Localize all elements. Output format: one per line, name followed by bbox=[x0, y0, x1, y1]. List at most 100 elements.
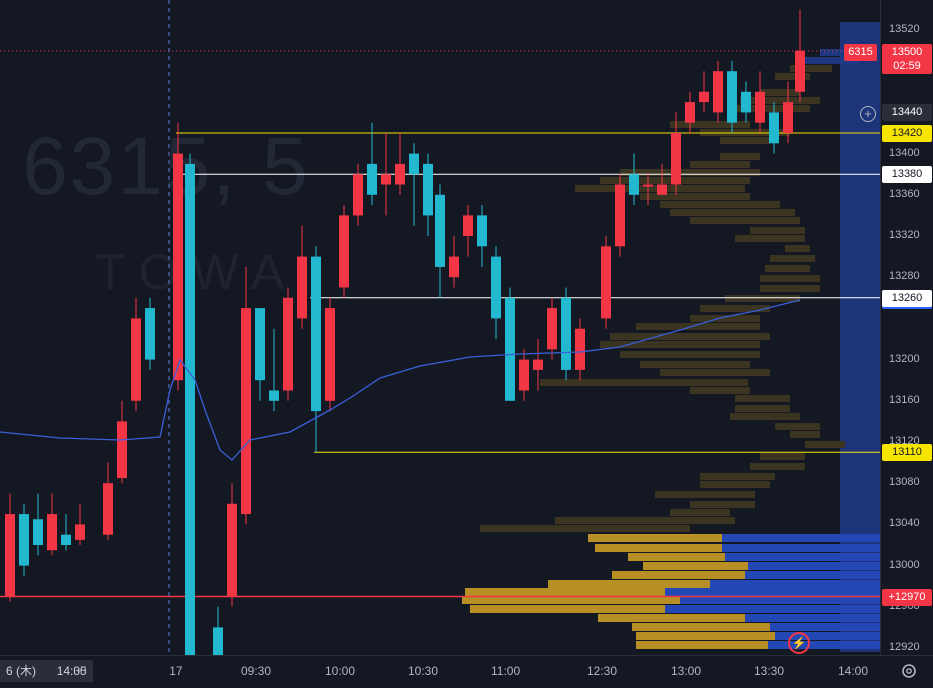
current-price-value: 13500 bbox=[891, 46, 923, 58]
volume-profile-bar bbox=[690, 501, 755, 508]
volume-profile-bar bbox=[620, 351, 760, 358]
candle-body bbox=[477, 215, 487, 247]
candle-body bbox=[533, 359, 543, 370]
candle-body bbox=[505, 297, 515, 401]
candle-body bbox=[755, 91, 765, 123]
volume-profile-sell-bar bbox=[722, 544, 880, 552]
candle-body bbox=[381, 174, 391, 185]
candle-body bbox=[185, 163, 195, 655]
volume-profile-sell-bar bbox=[680, 596, 880, 604]
candle-body bbox=[19, 514, 29, 566]
candle-body bbox=[241, 308, 251, 515]
candle-body bbox=[643, 184, 653, 187]
volume-profile-bar bbox=[760, 275, 820, 282]
volume-profile-buy-bar bbox=[595, 544, 722, 552]
price-tick: 13040 bbox=[889, 517, 920, 530]
chart-canvas[interactable] bbox=[0, 0, 880, 655]
cursor-time: 14:05 bbox=[56, 664, 87, 678]
volume-profile-sell-bar bbox=[665, 588, 880, 596]
volume-profile-buy-bar bbox=[462, 596, 680, 604]
volume-profile-bar bbox=[805, 441, 845, 448]
volume-profile-bar bbox=[555, 517, 735, 524]
price-label: 13380 bbox=[882, 166, 932, 184]
candle-body bbox=[117, 421, 127, 479]
candle-body bbox=[75, 524, 85, 540]
volume-profile-bar bbox=[730, 413, 800, 420]
volume-profile-bar bbox=[775, 423, 820, 430]
volume-profile-bar bbox=[790, 431, 820, 438]
price-label: 13440 bbox=[882, 104, 932, 122]
time-tick: 30 bbox=[73, 664, 87, 678]
volume-profile-buy-bar bbox=[612, 571, 745, 579]
volume-profile-bar bbox=[750, 227, 805, 234]
volume-profile-bar bbox=[735, 235, 805, 242]
candle-body bbox=[615, 184, 625, 247]
volume-profile-buy-bar bbox=[632, 623, 770, 631]
volume-profile-buy-bar bbox=[548, 580, 710, 588]
volume-profile-bar bbox=[800, 57, 860, 64]
time-tick: 13:30 bbox=[754, 664, 785, 678]
time-axis[interactable]: 6 (木) 14:05 30 17 09:30 10:00 10:30 11:00 12:3… bbox=[0, 655, 933, 688]
volume-profile-bar bbox=[690, 161, 750, 168]
volume-profile-bar bbox=[700, 481, 770, 488]
quantity-badge: 6315 bbox=[844, 44, 877, 61]
volume-profile-bar bbox=[760, 89, 800, 96]
candle-body bbox=[491, 256, 501, 319]
volume-profile-bar bbox=[770, 255, 815, 262]
settings-gear-icon[interactable] bbox=[900, 662, 918, 680]
candle-body bbox=[5, 514, 15, 597]
candle-body bbox=[769, 112, 779, 144]
volume-profile-sell-bar bbox=[725, 553, 880, 561]
volume-profile-sell-bar bbox=[775, 632, 880, 640]
countdown-value: 02:59 bbox=[893, 60, 921, 72]
candle-body bbox=[699, 91, 709, 103]
candle-body bbox=[795, 50, 805, 92]
price-tick: 12920 bbox=[889, 641, 920, 653]
price-label: 13420 bbox=[882, 125, 932, 142]
candle-body bbox=[61, 534, 71, 545]
volume-profile-sell-bar bbox=[770, 623, 880, 631]
watermark-symbol: 6315, 5 bbox=[22, 121, 310, 212]
volume-profile-bar bbox=[640, 193, 750, 200]
volume-profile-sell-bar bbox=[665, 605, 880, 613]
candle-body bbox=[269, 390, 279, 401]
volume-profile-bar bbox=[700, 473, 775, 480]
volume-profile-bar bbox=[700, 305, 770, 312]
candle-body bbox=[629, 174, 639, 195]
volume-profile-bar bbox=[660, 201, 780, 208]
volume-profile-bar bbox=[720, 137, 770, 144]
candle-body bbox=[423, 163, 433, 216]
volume-profile-buy-bar bbox=[465, 588, 665, 596]
volume-profile-bar bbox=[760, 453, 805, 460]
volume-profile-sell-bar bbox=[710, 580, 880, 588]
volume-profile-bar bbox=[740, 97, 820, 104]
price-tick: 13280 bbox=[889, 270, 920, 283]
volume-profile-bar bbox=[670, 509, 730, 516]
candle-body bbox=[297, 256, 307, 319]
volume-profile-bar bbox=[735, 395, 790, 402]
price-tick: 13400 bbox=[889, 146, 920, 159]
candle-body bbox=[519, 359, 529, 391]
candle-body bbox=[213, 627, 223, 655]
volume-profile-buy-bar bbox=[628, 553, 725, 561]
volume-profile-sell-bar bbox=[745, 614, 880, 622]
volume-profile-bar bbox=[660, 369, 770, 376]
volume-profile-bar bbox=[670, 121, 750, 128]
add-alert-icon[interactable]: + bbox=[860, 106, 876, 122]
candle-body bbox=[601, 246, 611, 319]
volume-profile-sell-bar bbox=[768, 641, 880, 649]
time-tick: 10:30 bbox=[408, 664, 439, 678]
candle-body bbox=[671, 133, 681, 185]
candle-body bbox=[283, 297, 293, 391]
volume-profile-bar bbox=[636, 323, 760, 330]
price-chart[interactable]: 6315, 5 TOWA 6315 + ⚡ bbox=[0, 0, 880, 655]
lightning-icon[interactable]: ⚡ bbox=[788, 632, 810, 654]
time-tick: 10:00 bbox=[325, 664, 356, 678]
volume-profile-bar bbox=[735, 405, 790, 412]
time-tick: 09:30 bbox=[241, 664, 272, 678]
candle-body bbox=[311, 256, 321, 412]
candle-body bbox=[33, 519, 43, 545]
candle-body bbox=[657, 184, 667, 195]
cursor-date: 6 (木) bbox=[6, 664, 37, 678]
price-axis[interactable]: 1352013480134001336013320132801320013160… bbox=[880, 0, 933, 655]
